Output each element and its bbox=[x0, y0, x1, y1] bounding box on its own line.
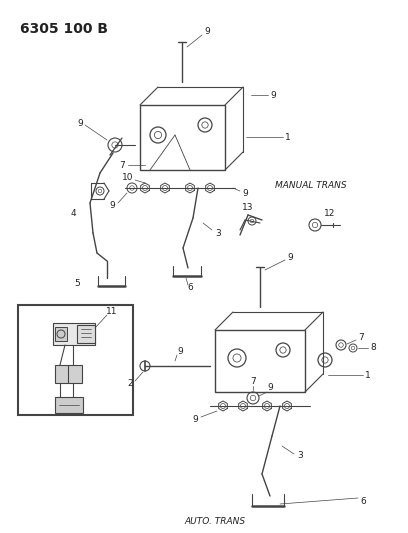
Bar bbox=[18, 305, 133, 415]
Text: 6: 6 bbox=[360, 497, 366, 505]
Text: 7: 7 bbox=[250, 377, 256, 386]
Text: 8: 8 bbox=[370, 343, 376, 352]
Text: 9: 9 bbox=[177, 348, 183, 357]
Text: 6305 100 B: 6305 100 B bbox=[20, 22, 108, 36]
Text: 5: 5 bbox=[74, 279, 80, 287]
Text: 9: 9 bbox=[270, 91, 276, 100]
Text: 11: 11 bbox=[106, 308, 118, 317]
Bar bbox=[77, 325, 95, 343]
Text: 9: 9 bbox=[287, 253, 293, 262]
Bar bbox=[140, 105, 225, 170]
Text: 3: 3 bbox=[297, 451, 303, 461]
Text: 9: 9 bbox=[204, 28, 210, 36]
Bar bbox=[55, 365, 69, 383]
Text: 9: 9 bbox=[242, 189, 248, 198]
Text: 1: 1 bbox=[285, 133, 291, 141]
Bar bbox=[215, 330, 305, 392]
Text: MANUAL TRANS: MANUAL TRANS bbox=[275, 181, 347, 190]
Bar bbox=[55, 327, 67, 341]
Bar bbox=[55, 397, 83, 413]
Text: 1: 1 bbox=[365, 370, 371, 379]
Text: 7: 7 bbox=[358, 334, 364, 343]
Text: 9: 9 bbox=[192, 416, 198, 424]
Text: AUTO. TRANS: AUTO. TRANS bbox=[184, 517, 246, 526]
Text: 9: 9 bbox=[267, 384, 273, 392]
Text: 10: 10 bbox=[122, 174, 134, 182]
Text: 13: 13 bbox=[242, 203, 254, 212]
Text: 7: 7 bbox=[119, 160, 125, 169]
Bar bbox=[68, 365, 82, 383]
Text: 4: 4 bbox=[70, 208, 76, 217]
Bar bbox=[53, 323, 95, 345]
Text: 9: 9 bbox=[109, 201, 115, 211]
Text: 6: 6 bbox=[187, 284, 193, 293]
Text: 3: 3 bbox=[215, 229, 221, 238]
Text: 2: 2 bbox=[127, 379, 133, 389]
Text: 12: 12 bbox=[324, 208, 336, 217]
Text: 9: 9 bbox=[77, 118, 83, 127]
